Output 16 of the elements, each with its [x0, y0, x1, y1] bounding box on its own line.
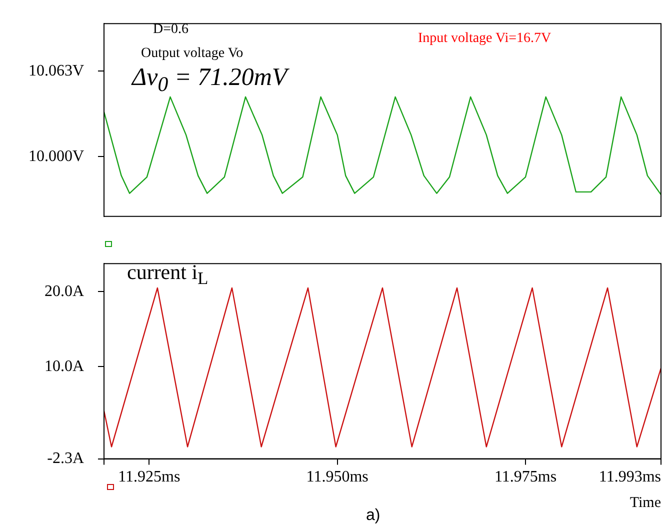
y-tick-label: 10.000V — [28, 148, 84, 165]
annotation: D=0.6 — [153, 22, 189, 38]
x-tick-label: 11.975ms — [494, 468, 557, 486]
y-tick-label: -2.3A — [47, 450, 84, 468]
annotation: Δv$_{0}$ = 71.20mV — [132, 64, 288, 96]
x-axis-title: Time — [630, 494, 662, 511]
annotation: current i$_{L}$ — [127, 260, 208, 288]
x-tick-label: 11.950ms — [306, 468, 368, 486]
x-tick-label: 11.993ms — [598, 468, 661, 486]
annotation: Output voltage Vo — [141, 46, 244, 62]
text: a) — [366, 507, 380, 525]
y-tick-label: 20.0A — [44, 282, 84, 300]
annotation: Input voltage Vi=16.7V — [418, 31, 552, 46]
y-tick-label: 10.063V — [28, 62, 84, 80]
y-tick-label: 10.0A — [44, 358, 84, 375]
x-tick-label: 11.925ms — [118, 468, 180, 486]
